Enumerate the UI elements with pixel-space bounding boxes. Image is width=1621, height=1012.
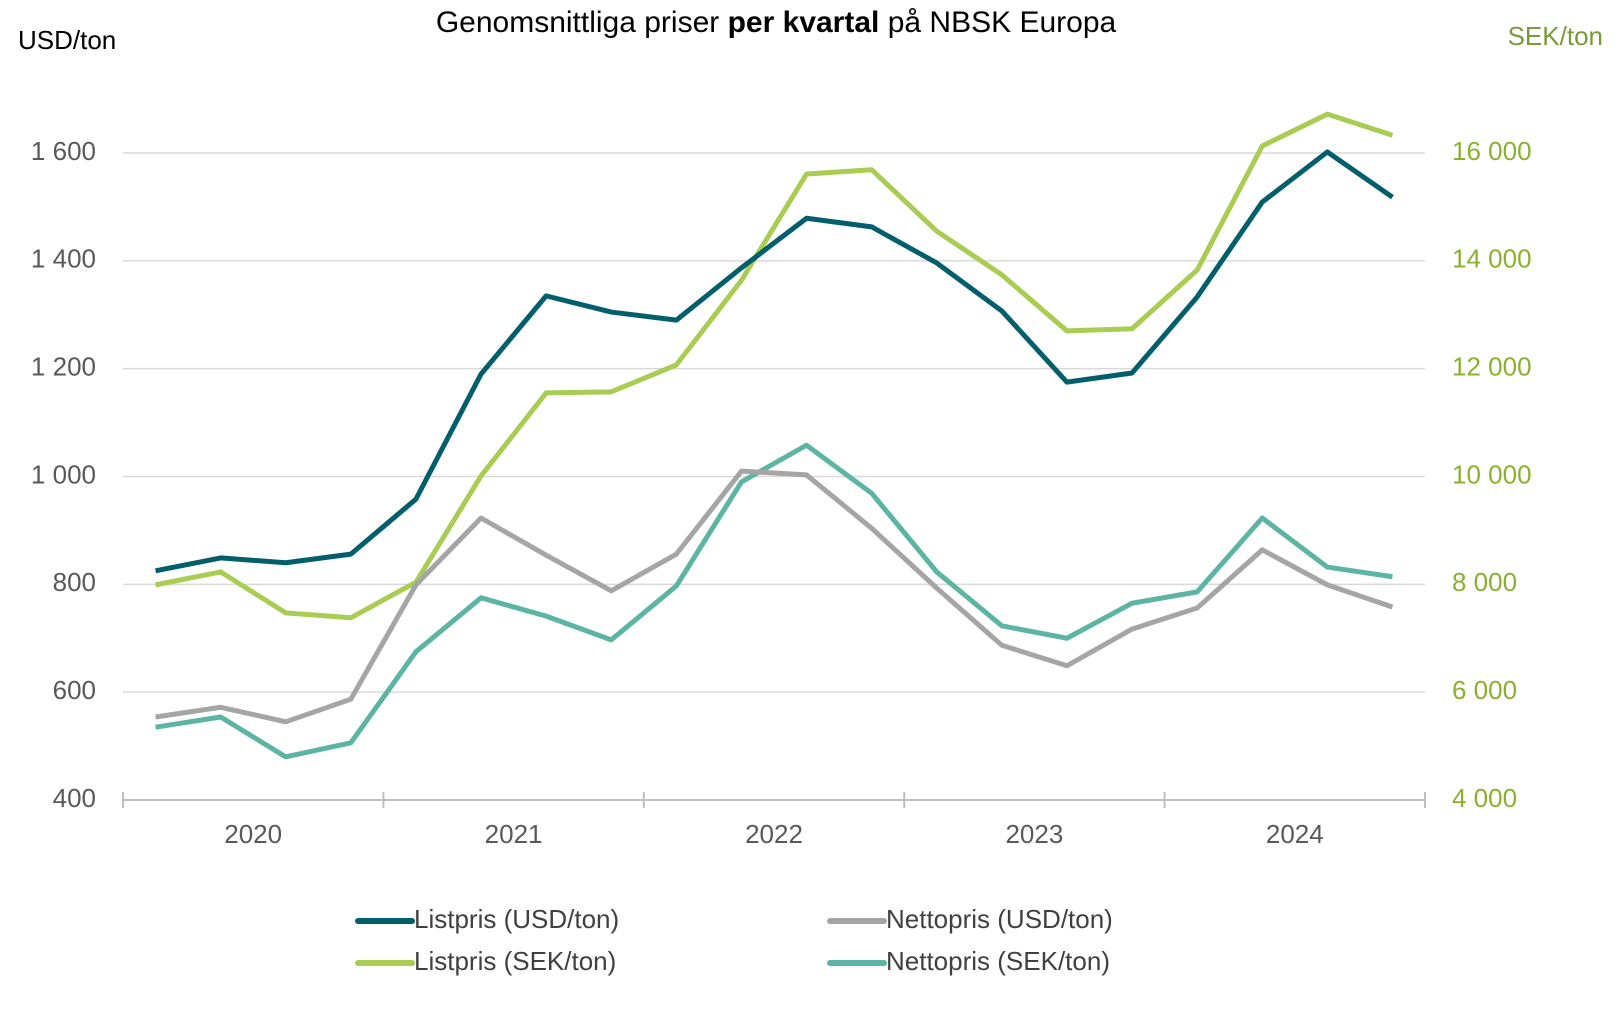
y2-axis-label: SEK/ton bbox=[1508, 21, 1603, 51]
y-tick-label: 1 600 bbox=[31, 136, 96, 166]
y-axis-label: USD/ton bbox=[18, 25, 116, 55]
y2-tick-label: 4 000 bbox=[1452, 783, 1517, 813]
y-tick-label: 800 bbox=[53, 567, 96, 597]
y2-tick-label: 16 000 bbox=[1452, 136, 1532, 166]
title-part: Genomsnittliga priser bbox=[436, 6, 728, 39]
x-group-label: 2020 bbox=[224, 819, 282, 849]
title-part: på NBSK Europa bbox=[879, 6, 1116, 39]
x-group-label: 2024 bbox=[1266, 819, 1324, 849]
series-line bbox=[155, 468, 1394, 725]
chart-title: Genomsnittliga priser per kvartal på NBS… bbox=[436, 6, 1117, 39]
legend-label: Nettopris (SEK/ton) bbox=[886, 946, 1110, 976]
legend-label: Listpris (USD/ton) bbox=[414, 904, 619, 934]
y-tick-label: 600 bbox=[53, 675, 96, 705]
y2-tick-label: 6 000 bbox=[1452, 675, 1517, 705]
y2-tick-label: 8 000 bbox=[1452, 567, 1517, 597]
y-tick-label: 400 bbox=[53, 783, 96, 813]
y-tick-label: 1 400 bbox=[31, 244, 96, 274]
y2-tick-label: 14 000 bbox=[1452, 244, 1532, 274]
title-part: per kvartal bbox=[728, 6, 880, 39]
y-tick-label: 1 200 bbox=[31, 352, 96, 382]
legend-label: Listpris (SEK/ton) bbox=[414, 946, 616, 976]
series-line bbox=[155, 149, 1394, 574]
y-tick-label: 1 000 bbox=[31, 459, 96, 489]
y2-tick-label: 12 000 bbox=[1452, 352, 1532, 382]
x-group-label: 2021 bbox=[485, 819, 543, 849]
series-line bbox=[155, 111, 1394, 621]
legend-label: Nettopris (USD/ton) bbox=[886, 904, 1113, 934]
x-group-label: 2023 bbox=[1005, 819, 1063, 849]
x-group-label: 2022 bbox=[745, 819, 803, 849]
series-line bbox=[155, 442, 1393, 760]
y2-tick-label: 10 000 bbox=[1452, 459, 1532, 489]
